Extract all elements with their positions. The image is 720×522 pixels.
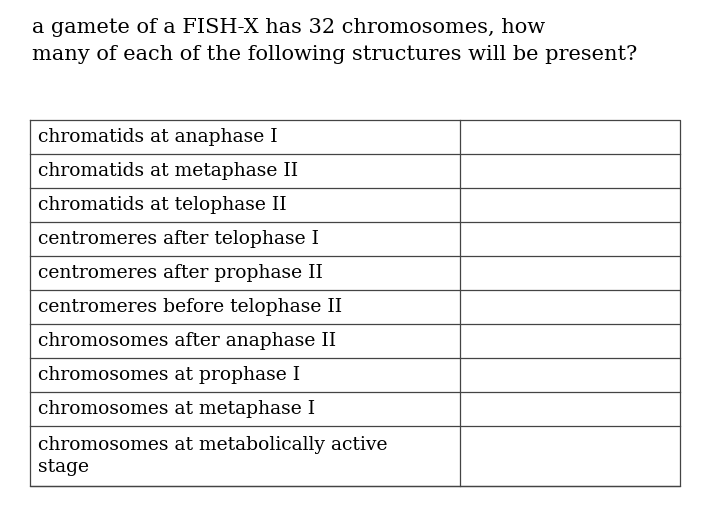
Text: chromosomes at prophase I: chromosomes at prophase I: [38, 366, 300, 384]
Text: centromeres before telophase II: centromeres before telophase II: [38, 298, 342, 316]
Text: centromeres after telophase I: centromeres after telophase I: [38, 230, 319, 248]
Text: chromatids at telophase II: chromatids at telophase II: [38, 196, 287, 214]
Text: chromosomes at metabolically active
stage: chromosomes at metabolically active stag…: [38, 436, 387, 476]
Text: chromosomes after anaphase II: chromosomes after anaphase II: [38, 332, 336, 350]
Text: chromosomes at metaphase I: chromosomes at metaphase I: [38, 400, 315, 418]
Text: chromatids at anaphase I: chromatids at anaphase I: [38, 128, 278, 146]
Text: centromeres after prophase II: centromeres after prophase II: [38, 264, 323, 282]
Text: chromatids at metaphase II: chromatids at metaphase II: [38, 162, 298, 180]
Text: a gamete of a FISH-X has 32 chromosomes, how
many of each of the following struc: a gamete of a FISH-X has 32 chromosomes,…: [32, 18, 638, 64]
